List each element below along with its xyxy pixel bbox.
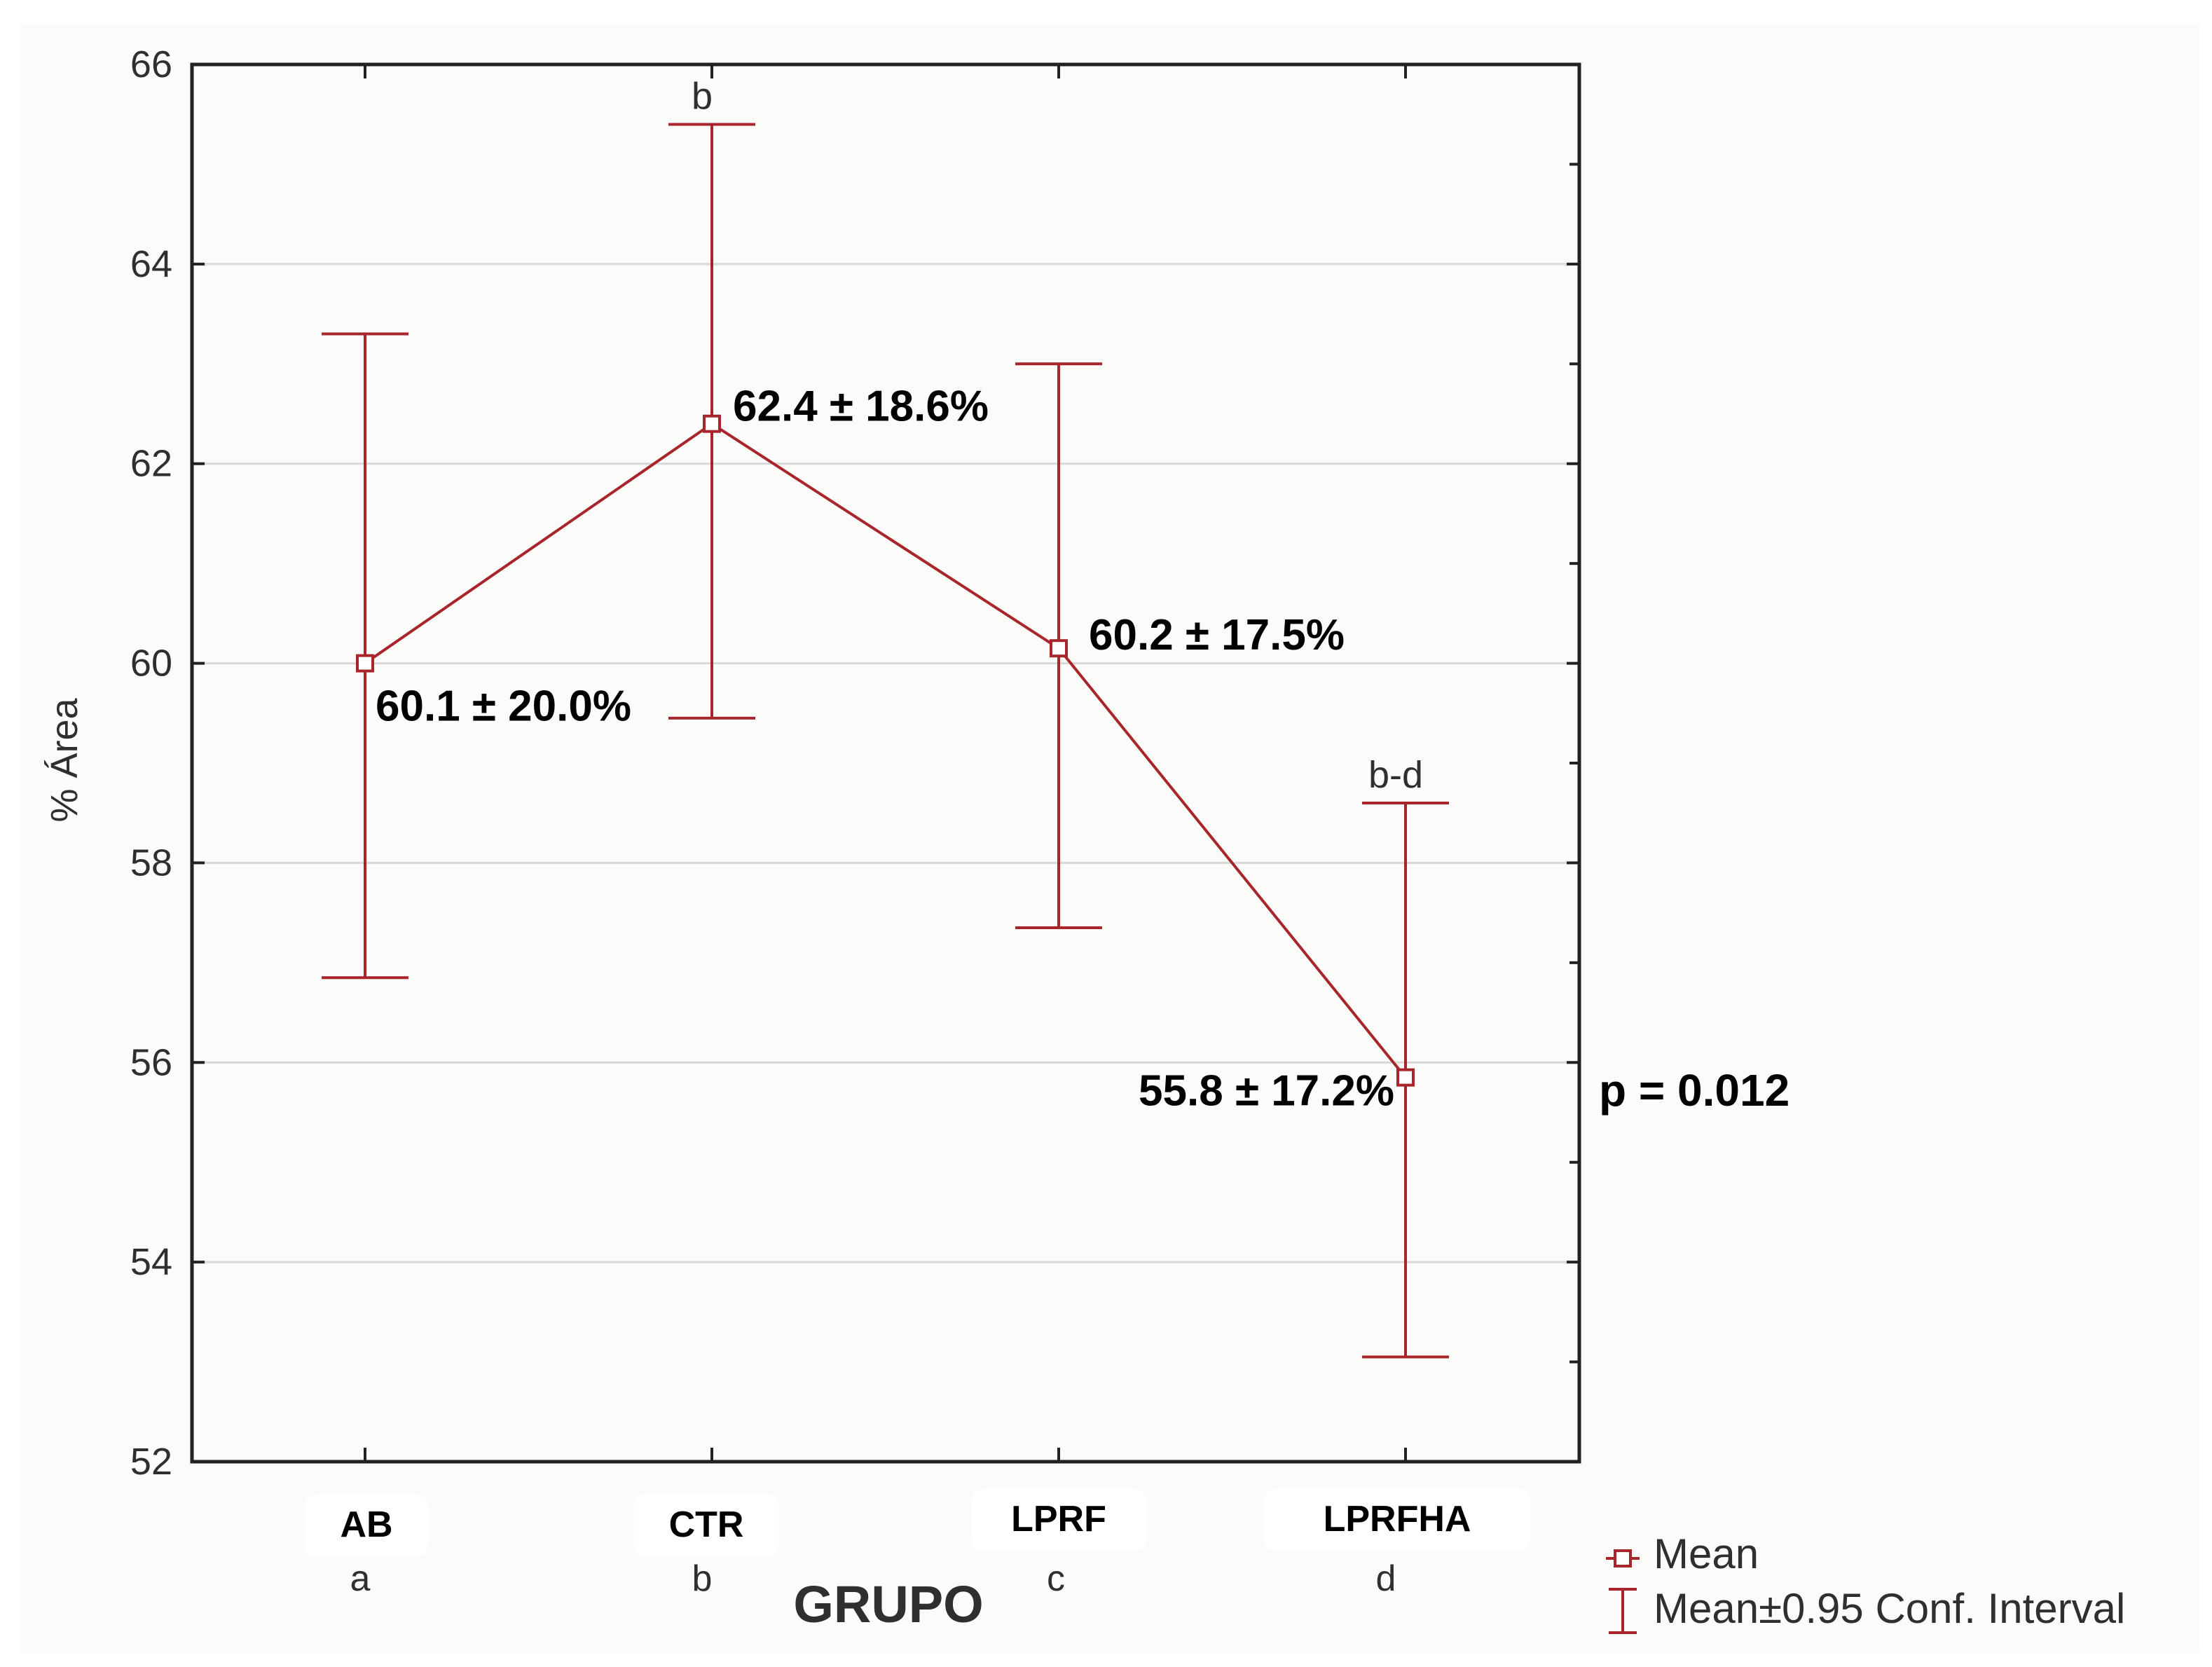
y-tick-label: 58 [130, 842, 172, 884]
legend-ci-label: Mean±0.95 Conf. Interval [1654, 1585, 2125, 1632]
mean-point-ctr [703, 414, 721, 433]
data-label-lprf: 60.2 ± 17.5% [1089, 611, 1345, 659]
data-label-ctr: 62.4 ± 18.6% [733, 383, 989, 431]
legend-mean-marker-icon [1614, 1549, 1632, 1567]
x-category-letter-lprfha: d [1376, 1558, 1396, 1599]
y-tick-label: 54 [130, 1241, 172, 1283]
x-category-letter-ctr: b [692, 1558, 713, 1599]
x-category-label-ab: AB [340, 1504, 392, 1545]
x-category-letter-ab: a [350, 1558, 371, 1599]
legend: Mean Mean±0.95 Conf. Interval [1606, 1530, 2125, 1634]
plot-frame [190, 62, 1581, 1464]
category-label-box-lprf [971, 1489, 1146, 1551]
data-label-lprfha: 55.8 ± 17.2% [1139, 1067, 1394, 1116]
x-category-label-lprfha: LPRFHA [1324, 1499, 1471, 1539]
chart-marks [322, 123, 1449, 1359]
x-category-label-ctr: CTR [669, 1504, 744, 1545]
y-tick-label: 62 [130, 443, 172, 485]
y-tick-label: 52 [130, 1441, 172, 1483]
category-label-box-ab [305, 1495, 428, 1556]
gridlines [192, 263, 1579, 1263]
significance-label-ctr: b [692, 75, 713, 117]
x-category-letter-lprf: c [1047, 1558, 1065, 1599]
significance-label-lprfha: b-d [1368, 754, 1423, 796]
y-tick-label: 56 [130, 1041, 172, 1083]
y-axis-title: % Área [43, 697, 85, 822]
chart-panel-background [20, 24, 2199, 1653]
y-tick-label: 66 [130, 43, 172, 85]
data-label-ab: 60.1 ± 20.0% [376, 682, 631, 731]
legend-ci-icon [1609, 1588, 1637, 1634]
mean-point-lprf [1050, 639, 1068, 658]
x-category-label-lprf: LPRF [1011, 1499, 1106, 1539]
p-value-annotation: p = 0.012 [1599, 1065, 1789, 1116]
x-axis-title: GRUPO [793, 1575, 983, 1633]
category-label-box-lprfha [1264, 1489, 1530, 1551]
legend-mean-label: Mean [1654, 1530, 1759, 1577]
y-tick-label: 64 [130, 243, 172, 285]
mean-point-lprfha [1396, 1068, 1415, 1087]
y-tick-label: 60 [130, 643, 172, 685]
mean-point-ab [356, 654, 374, 673]
chart-text: 52 54 56 58 60 62 64 66 60.1 ± 20.0% 62.4 ± 18.6%… [43, 43, 2125, 1634]
mean-series-line [364, 422, 1407, 1078]
category-label-box-ctr [634, 1495, 778, 1556]
